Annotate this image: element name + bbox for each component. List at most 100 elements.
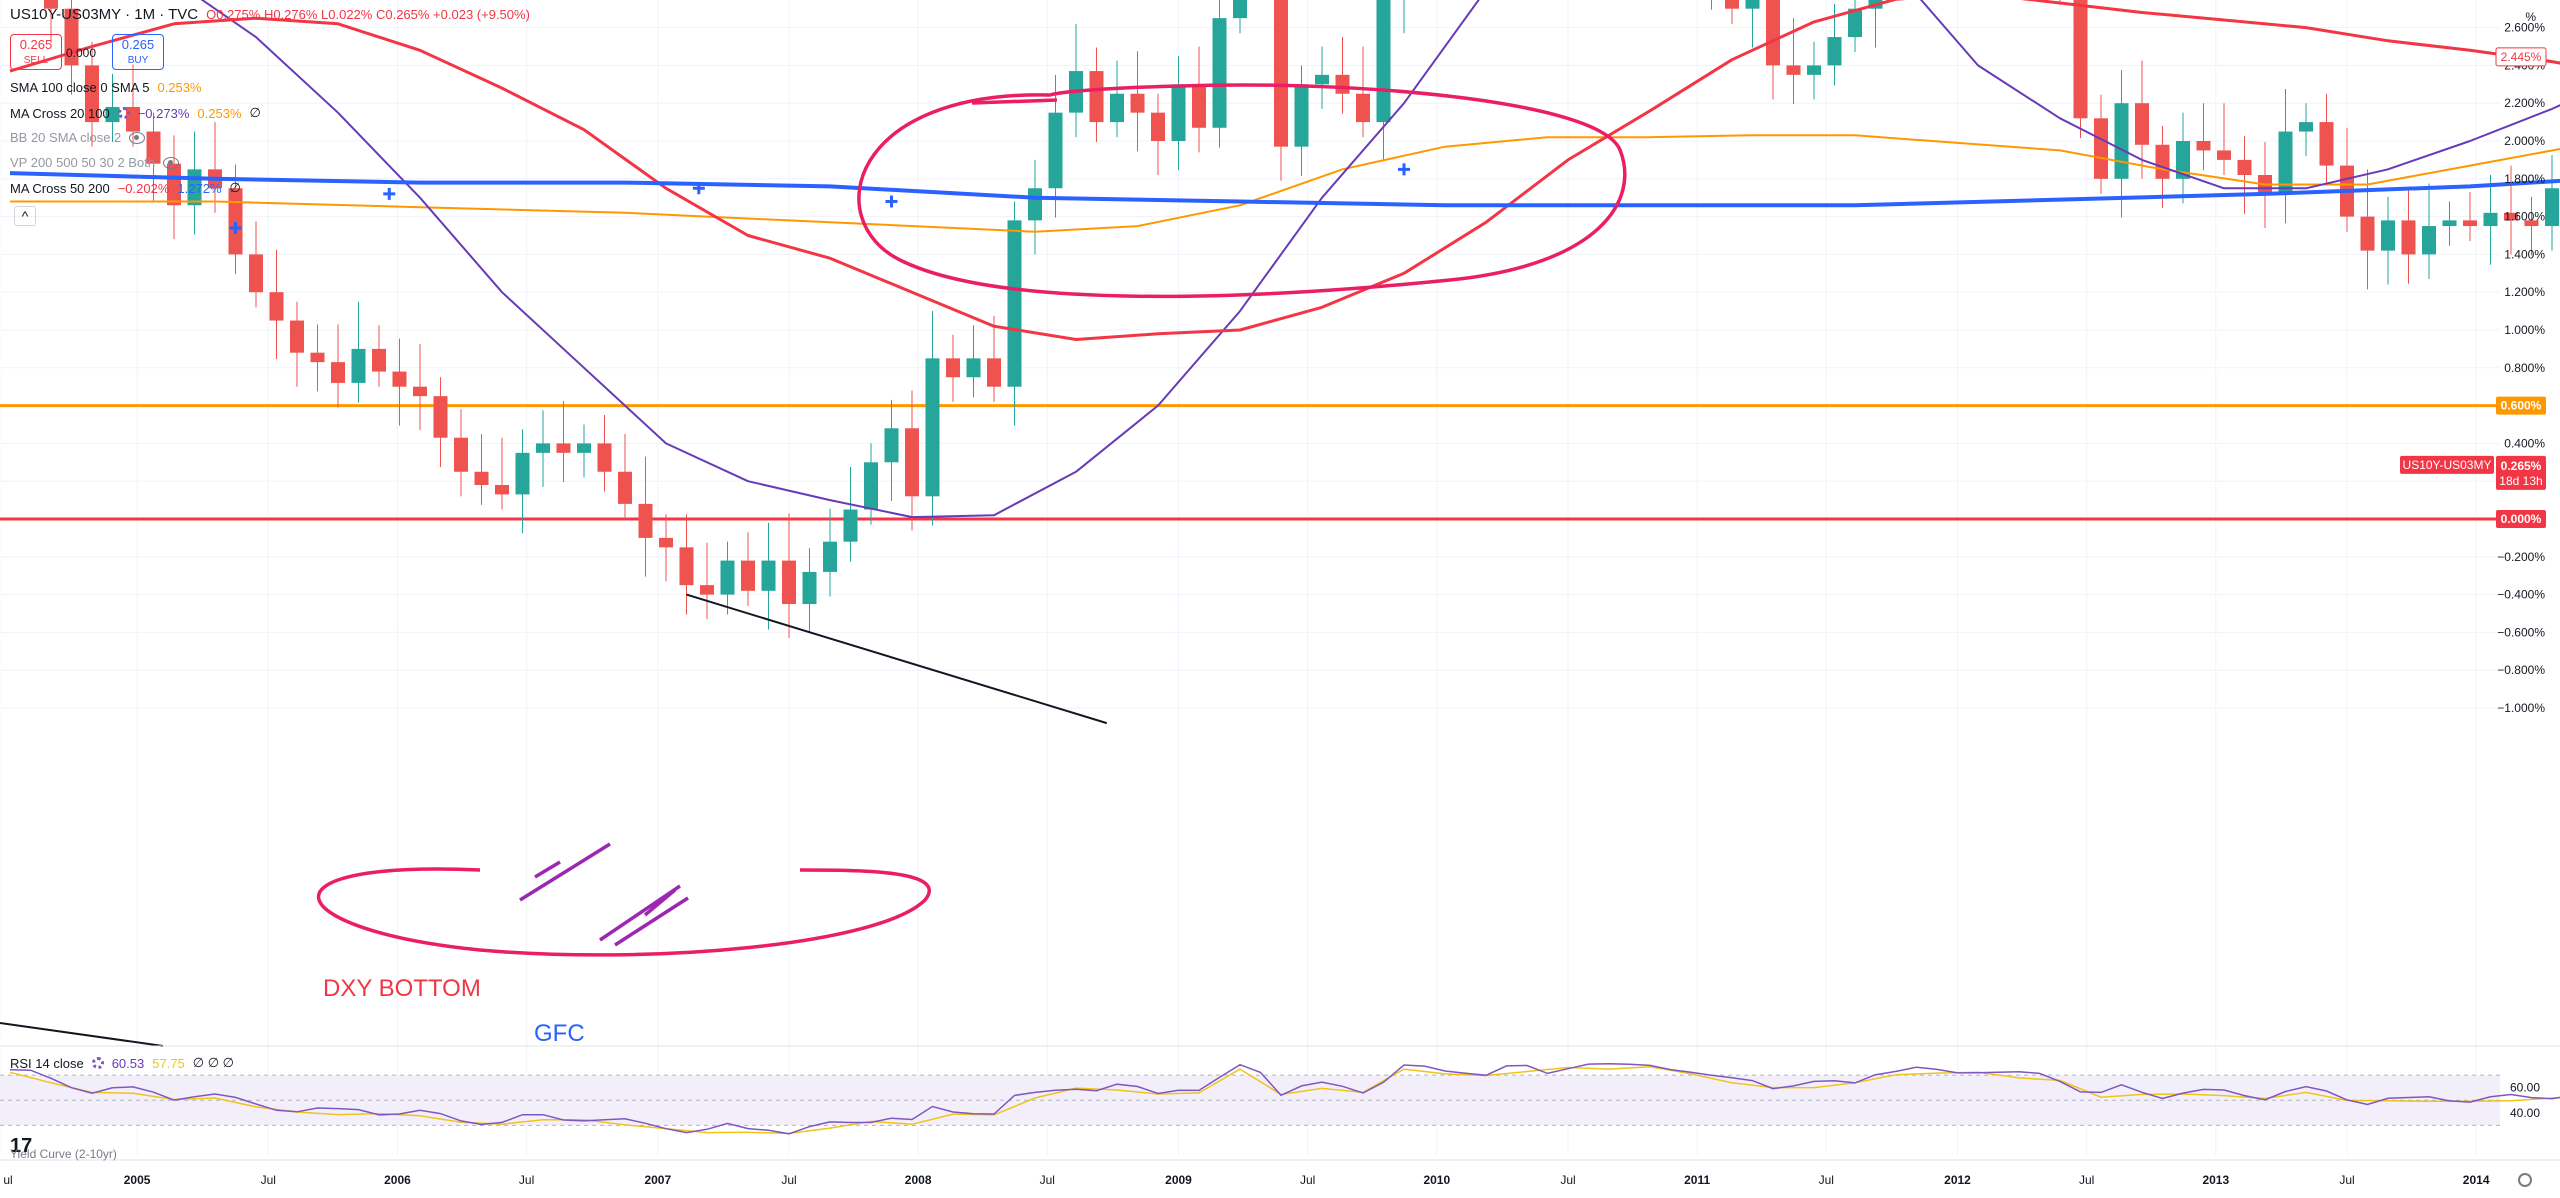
candle-body	[2217, 150, 2231, 160]
candle-body	[392, 371, 407, 387]
ohlc-values: O0.275% H0.276% L0.022% C0.265% +0.023 (…	[206, 7, 530, 22]
candle-body	[1376, 0, 1391, 123]
candle-body	[249, 254, 263, 293]
time-tick-label: Jul	[1819, 1173, 1834, 1187]
candle-body	[1848, 8, 1862, 38]
candle-body	[2381, 220, 2395, 251]
candle-body	[2278, 131, 2293, 194]
candle-body	[515, 452, 530, 495]
trendline	[0, 1022, 164, 1047]
time-tick-label: Jul	[519, 1173, 534, 1187]
price-tick-label: 1.800%	[2504, 172, 2545, 186]
indicator-label: MA Cross 20 100	[10, 105, 110, 121]
ma-price-badge	[2495, 47, 2547, 67]
candle-body	[85, 65, 99, 123]
time-tick-label: ul	[3, 1173, 12, 1187]
candle-body	[2401, 220, 2416, 255]
yield-curve-label: Yield Curve (2-10yr)	[10, 1147, 117, 1161]
rsi-value: 60.53	[111, 1055, 145, 1071]
candle-body	[2442, 220, 2457, 227]
rsi-line	[9, 1062, 2560, 1135]
candle-body	[1725, 0, 1739, 9]
time-tick-label: Jul	[781, 1173, 796, 1187]
settings-gear-icon	[2518, 1173, 2532, 1187]
settings-icon[interactable]	[117, 107, 130, 119]
level-price-badge	[2496, 510, 2546, 528]
symbol-name-label: US10Y-US03MY	[2403, 458, 2492, 472]
time-tick-label: Jul	[1560, 1173, 1575, 1187]
price-tick-label: 2.000%	[2504, 134, 2545, 148]
moving-average-line	[200, 0, 2560, 519]
indicator-bb[interactable]: BB 20 SMA close 2	[10, 130, 146, 145]
time-axis: ul 2005 Jul 2006 Jul 2007 Jul 2008 Jul 2009 Jul 201…	[0, 1159, 2560, 1187]
rsi-tick-label: 40.00	[2510, 1106, 2540, 1120]
candle-body	[1233, 0, 1247, 19]
time-tick-label: Jul	[1040, 1173, 1055, 1187]
candle-body	[720, 560, 735, 595]
candle-body	[884, 428, 899, 463]
hidden-eye-icon[interactable]	[163, 156, 180, 169]
buy-button[interactable]: 0.265 BUY	[112, 34, 164, 70]
indicator-ma-cross-50-200[interactable]: MA Cross 50 200 −0.202% 1.272% ∅	[10, 180, 241, 196]
indicator-sma100[interactable]: SMA 100 close 0 SMA 5 0.253%	[10, 80, 202, 95]
rsi-label: RSI 14 close	[10, 1055, 84, 1071]
moving-average-line	[9, 0, 2560, 341]
highlight-stroke	[614, 896, 689, 947]
sell-label: SELL	[23, 55, 49, 66]
candle-body	[2319, 122, 2334, 166]
price-tick-label: −0.600%	[2497, 625, 2545, 639]
candle-body	[1048, 112, 1063, 189]
rsi-legend[interactable]: RSI 14 close 60.53 57.75 ∅ ∅ ∅	[10, 1055, 234, 1071]
candle-body	[2155, 144, 2170, 179]
candle-body	[761, 560, 776, 591]
spread-value: 0.000	[66, 46, 97, 60]
time-tick-label: Jul	[2079, 1173, 2094, 1187]
candle-body	[146, 131, 161, 164]
candle-body	[700, 585, 714, 595]
buy-label: BUY	[127, 55, 149, 66]
sell-button[interactable]: 0.265 SELL	[10, 34, 62, 70]
price-axis: 4.200%4.000%3.800%3.600%3.400%3.200%3.00…	[2400, 21, 2547, 1187]
ma-cross-marker	[383, 187, 396, 200]
moving-average-line	[10, 134, 2560, 233]
candle-body	[1007, 220, 1022, 387]
collapse-chevron-icon[interactable]: ^	[14, 206, 36, 226]
candle-body	[1212, 18, 1227, 128]
price-tick-label: 0.800%	[2504, 361, 2545, 375]
candle-body	[536, 443, 550, 453]
candle-body	[1294, 84, 1309, 147]
candle-body	[351, 348, 366, 383]
symbol-title[interactable]: US10Y-US03MY · 1M · TVC	[10, 6, 199, 23]
settings-icon[interactable]	[91, 1057, 104, 1069]
price-tick-label: −0.200%	[2497, 550, 2545, 564]
highlight-stroke	[534, 860, 561, 879]
moving-averages	[9, 0, 2560, 519]
indicator-value: ∅	[229, 180, 241, 195]
time-tick-label: 2006	[384, 1173, 411, 1187]
level-price-label: 0.000%	[2501, 512, 2542, 526]
candle-body	[2360, 216, 2375, 251]
candle-body	[556, 443, 571, 453]
candle-body	[2422, 226, 2436, 255]
candle-body	[44, 0, 58, 9]
candle-body	[2196, 141, 2211, 151]
time-tick-label: 2005	[124, 1173, 151, 1187]
price-tick-label: 0.400%	[2504, 436, 2545, 450]
price-tick-label: −0.400%	[2497, 588, 2545, 602]
candle-body	[495, 484, 509, 495]
indicator-ma-cross-20-100[interactable]: MA Cross 20 100 −0.273% 0.253% ∅	[10, 105, 261, 121]
horizontal-levels	[0, 404, 2500, 521]
symbol-price-badge	[2496, 455, 2546, 490]
symbol-header[interactable]: US10Y-US03MY · 1M · TVC O0.275% H0.276% …	[10, 6, 530, 23]
candle-body	[2237, 159, 2252, 176]
candle-body	[1766, 0, 1780, 66]
highlight-stroke	[971, 98, 1058, 105]
percent-scale-label: %	[2525, 10, 2536, 24]
indicator-vp[interactable]: VP 200 500 50 30 2 Both	[10, 155, 180, 170]
hidden-eye-icon[interactable]	[129, 131, 146, 144]
candle-body	[925, 358, 940, 497]
indicator-value: 0.253%	[157, 80, 202, 95]
highlight-stroke	[519, 842, 611, 902]
candle-body	[597, 443, 612, 472]
